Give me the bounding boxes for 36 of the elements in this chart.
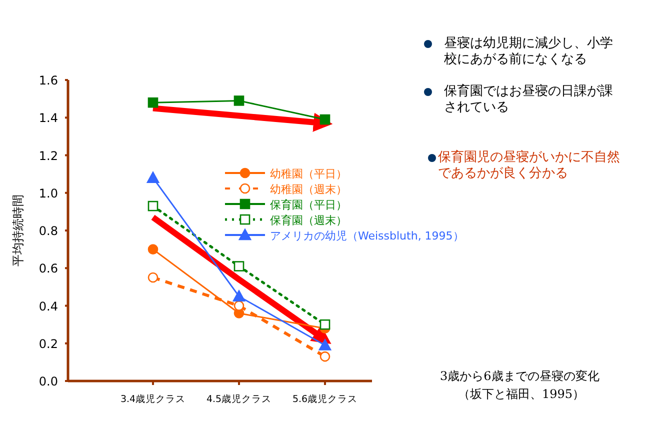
text: 保育園ではお昼寝の日課が課されている — [444, 84, 613, 115]
y-tick-label: 0.4 — [38, 299, 58, 314]
text: 3歳から6歳までの昼寝の変化 — [440, 369, 600, 383]
y-tick-label: 1.6 — [38, 74, 58, 88]
legend-label: 幼稚園（週末） — [270, 183, 347, 196]
point — [318, 339, 332, 350]
legend-label: 保育園（平日） — [270, 198, 347, 212]
point — [320, 114, 330, 125]
point — [320, 351, 330, 362]
point — [234, 300, 244, 311]
point — [234, 96, 244, 106]
x-tick-label: 3.4歳児クラス — [120, 393, 186, 405]
point — [148, 97, 158, 108]
point — [148, 200, 158, 212]
y-tick-label: 0.2 — [38, 336, 58, 351]
y-tick-label: 0.8 — [38, 224, 58, 238]
text: 保育園児の昼寝がいかに不自然であるかが良く分かる — [438, 150, 620, 181]
y-tick-label: 1.4 — [38, 111, 58, 126]
y-tick-label: 0.6 — [38, 262, 58, 276]
y-tick-label: 1.0 — [38, 186, 58, 200]
point — [148, 244, 158, 254]
y-tick-label: 0.0 — [38, 374, 58, 388]
text: 昼寝は幼児期に減少し、小学校にあがる前になくなる — [444, 36, 613, 67]
point — [320, 319, 330, 330]
y-axis-title: 平均持続時間 — [11, 194, 25, 266]
legend-label: 幼稚園（平日） — [270, 168, 347, 180]
legend-label: 保育園（週末） — [270, 214, 347, 227]
point — [234, 261, 244, 272]
x-tick-label: 4.5歳児クラス — [206, 393, 272, 405]
point — [148, 272, 158, 283]
y-tick-label: 1.2 — [38, 148, 58, 163]
legend-label: アメリカの幼児（Weissbluth, 1995） — [270, 230, 464, 242]
point — [232, 290, 246, 302]
text: （坂下と福田、1995） — [458, 387, 585, 401]
x-tick-label: 5.6歳児クラス — [292, 393, 358, 405]
point — [146, 172, 160, 183]
